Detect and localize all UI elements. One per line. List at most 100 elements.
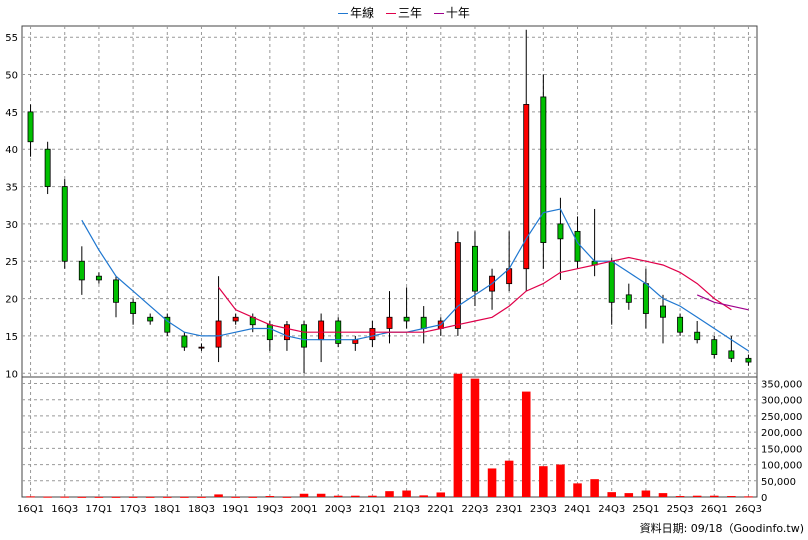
x-tick-label: 22Q1	[427, 504, 454, 515]
candle-body	[130, 301, 137, 314]
price-tick-label: 30	[5, 220, 18, 231]
candle-body	[557, 223, 564, 240]
volume-bar	[43, 496, 52, 498]
legend-item-10year: 十年	[433, 4, 470, 21]
volume-bar	[675, 496, 685, 498]
candle-body	[523, 104, 530, 270]
candle-body	[386, 316, 393, 329]
volume-bar	[248, 496, 258, 498]
volume-bar	[453, 373, 463, 497]
volume-bar	[316, 493, 326, 497]
volume-bar	[658, 493, 668, 497]
volume-bar	[128, 496, 138, 498]
x-tick-label: 17Q3	[120, 504, 147, 515]
candle-body	[95, 275, 102, 281]
candle-body	[677, 316, 684, 333]
x-tick-label: 20Q1	[291, 504, 318, 515]
candle-body	[728, 350, 735, 359]
legend-item-year: 年線	[338, 4, 374, 21]
x-tick-label: 17Q1	[85, 504, 112, 515]
candle-body	[301, 324, 307, 348]
candle-body	[147, 316, 154, 322]
volume-bar	[641, 490, 651, 497]
x-tick-label: 20Q3	[325, 504, 352, 515]
candle-body	[711, 339, 718, 355]
legend-label-10year: 十年	[445, 6, 470, 20]
volume-bar	[180, 496, 189, 498]
candle-body	[608, 260, 615, 303]
x-tick-label: 16Q1	[17, 504, 44, 515]
candle-body	[283, 324, 290, 341]
x-tick-label: 24Q1	[564, 504, 591, 515]
legend: 年線 三年 十年	[0, 4, 808, 21]
price-tick-label: 25	[5, 257, 18, 268]
volume-bar	[111, 496, 121, 498]
ma-3year-line	[218, 256, 732, 333]
price-tick-label: 15	[5, 332, 18, 343]
volume-bar	[368, 495, 377, 497]
legend-swatch-10year	[433, 13, 444, 14]
candle-body	[215, 320, 222, 348]
volume-bar	[590, 479, 599, 497]
volume-bar	[351, 495, 360, 497]
x-tick-label: 23Q1	[496, 504, 523, 515]
x-tick-label: 26Q1	[701, 504, 728, 515]
volume-tick-label: 300,000	[761, 396, 802, 407]
volume-bar	[744, 496, 753, 498]
volume-bar	[556, 464, 565, 497]
candle-body	[44, 148, 51, 187]
candle-body	[61, 186, 68, 262]
volume-bar	[487, 468, 497, 497]
volume-bar	[419, 495, 428, 497]
candle-body	[369, 328, 376, 341]
price-tick-label: 35	[5, 183, 18, 194]
volume-bar	[692, 495, 702, 497]
x-tick-label: 23Q3	[530, 504, 557, 515]
legend-swatch-year	[338, 13, 349, 14]
volume-bar	[436, 492, 446, 497]
x-tick-label: 26Q3	[735, 504, 762, 515]
candle-body	[420, 316, 427, 329]
volume-bar	[521, 391, 531, 497]
volume-bar	[333, 495, 343, 497]
x-tick-label: 19Q1	[222, 504, 249, 515]
volume-bar	[265, 496, 275, 498]
ma-10year-line	[696, 294, 749, 311]
volume-bar	[727, 496, 736, 498]
price-tick-label: 10	[5, 369, 18, 380]
x-tick-label: 22Q3	[461, 504, 488, 515]
volume-tick-label: 100,000	[761, 461, 802, 472]
volume-bar	[197, 496, 206, 498]
volume-bar	[282, 496, 292, 498]
price-tick-label: 40	[5, 145, 18, 156]
legend-label-year: 年線	[350, 6, 375, 20]
volume-tick-label: 250,000	[761, 412, 802, 423]
volume-tick-label: 200,000	[761, 428, 802, 439]
x-tick-label: 21Q3	[393, 504, 420, 515]
volume-bar	[60, 496, 70, 498]
candle-body	[27, 111, 34, 143]
candle-body	[318, 320, 325, 341]
candle-body	[113, 279, 119, 303]
candle-body	[574, 230, 581, 262]
volume-bar	[26, 496, 35, 498]
candle-body	[625, 294, 632, 303]
x-tick-label: 24Q3	[598, 504, 625, 515]
legend-item-3year: 三年	[385, 4, 422, 21]
volume-bar	[607, 492, 616, 497]
x-tick-label: 19Q3	[256, 504, 283, 515]
volume-bar	[402, 490, 411, 497]
volume-bar	[214, 494, 223, 497]
candle-body	[642, 283, 649, 314]
volume-tick-label: 350,000	[761, 379, 802, 390]
candle-body	[660, 305, 666, 318]
volume-bar	[299, 493, 309, 497]
x-tick-label: 18Q1	[154, 504, 181, 515]
volume-bar	[77, 496, 87, 498]
candle-body	[181, 335, 188, 348]
candle-body	[454, 242, 461, 329]
price-tick-label: 50	[5, 71, 18, 82]
volume-tick-label: 50,000	[761, 477, 796, 488]
volume-bar	[385, 491, 394, 497]
